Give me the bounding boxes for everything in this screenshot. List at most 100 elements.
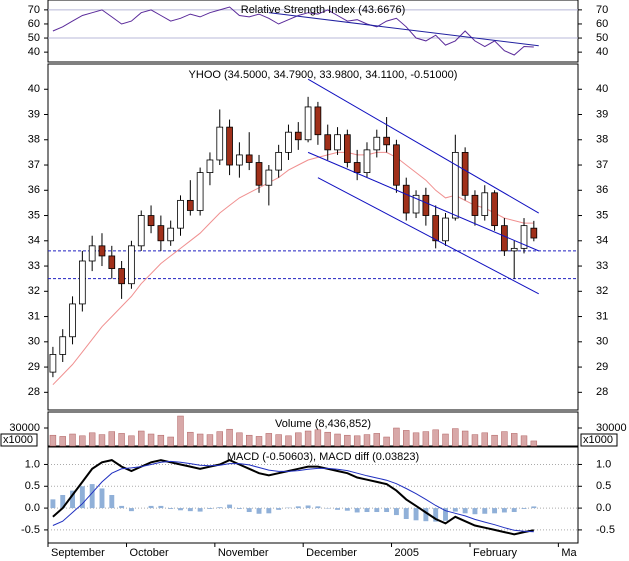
volume-bar [520, 435, 528, 447]
candle-body [304, 106, 312, 141]
y-tick-label-right: 30 [596, 336, 608, 348]
volume-bar [206, 434, 214, 447]
histogram-bar [256, 508, 262, 514]
y-tick-label-right: 50 [596, 32, 608, 44]
histogram-bar [158, 505, 164, 509]
series-line [52, 460, 534, 533]
histogram-bar [109, 495, 115, 509]
histogram-bar [315, 506, 321, 509]
histogram-bar [227, 504, 233, 509]
volume-bar [422, 431, 430, 447]
y-tick-label-right: 0.5 [596, 480, 611, 492]
volume-bar [501, 431, 508, 447]
histogram-bar [197, 508, 203, 512]
candle-body [432, 215, 440, 242]
candle-body [98, 245, 106, 257]
y-tick-label: 0.0 [25, 502, 40, 514]
histogram-bar [187, 508, 193, 512]
histogram-bar [60, 495, 66, 509]
candle-body [177, 199, 184, 229]
candle-body [383, 136, 390, 146]
histogram-bar [482, 508, 488, 514]
histogram-bar [70, 490, 75, 509]
histogram-bar [452, 508, 458, 512]
candle-body [294, 131, 302, 141]
histogram-bar [521, 508, 527, 509]
volume-bar [471, 434, 479, 447]
candle-body [334, 134, 341, 151]
volume-bar [530, 440, 538, 447]
candle-body [442, 217, 449, 242]
histogram-bar [433, 508, 439, 522]
candle-body [265, 169, 273, 186]
y-tick-label: 33 [28, 260, 40, 272]
series-line [52, 6, 534, 56]
volume-bar [511, 433, 518, 447]
volume-bar [69, 433, 76, 447]
volume-bar [246, 434, 253, 447]
candle-body [324, 134, 332, 151]
y-tick-label-right: -0.5 [596, 524, 615, 536]
trendline [317, 177, 539, 295]
candle-body [353, 162, 361, 173]
y-tick-label: 35 [28, 209, 40, 221]
candle-body [79, 260, 86, 305]
volume-bar [314, 429, 322, 447]
volume-bar [393, 427, 400, 447]
histogram-bar [178, 508, 183, 511]
histogram-bar [236, 508, 242, 509]
unit-label-right: x1000 [583, 434, 613, 446]
histogram-bar [403, 508, 409, 519]
histogram-bar [305, 505, 311, 509]
candle-body [226, 126, 233, 166]
histogram-bar [50, 499, 56, 509]
volume-bar [59, 436, 66, 447]
volume-bar [363, 434, 371, 447]
y-tick-label-right: 32 [596, 285, 608, 297]
y-tick-label: 60 [28, 18, 40, 30]
volume-bar [334, 433, 341, 447]
y-tick-label: 1.0 [25, 458, 40, 470]
x-tick-label: November [218, 547, 269, 559]
y-tick-label-right: 60 [596, 18, 608, 30]
panel-title: YHOO (34.5000, 34.7900, 33.9800, 34.1100… [189, 69, 458, 81]
volume-bar [304, 430, 312, 447]
x-tick-label: September [51, 547, 105, 559]
volume-bar [373, 433, 380, 447]
volume-bar [285, 435, 292, 447]
candle-body [344, 134, 351, 163]
histogram-bar [344, 508, 350, 511]
volume-bar [324, 431, 331, 447]
candle-body [451, 151, 459, 219]
y-tick-label-right: 36 [596, 184, 608, 196]
x-tick-label: December [306, 547, 357, 559]
panel-title: Relative Strength Index (43.6676) [241, 4, 406, 16]
candle-body [196, 172, 204, 211]
candle-body [255, 162, 263, 186]
panel [47, 63, 579, 411]
candle-body [275, 151, 282, 171]
y-tick-label: 39 [28, 108, 40, 120]
candle-body [137, 215, 145, 247]
volume-bar [481, 432, 488, 447]
volume-bar [147, 433, 155, 447]
histogram-bar [443, 508, 448, 521]
candle-body [108, 255, 116, 269]
panel-title: MACD (-0.50603), MACD diff (0.03823) [227, 451, 419, 463]
volume-bar [79, 435, 86, 447]
volume-bar [216, 431, 223, 447]
candle-body [510, 247, 518, 252]
volume-bar [491, 434, 498, 447]
histogram-bar [472, 508, 478, 515]
x-tick-label: Ma [561, 547, 577, 559]
candle-body [373, 136, 381, 151]
candle-body [285, 131, 292, 153]
histogram-bar [217, 507, 223, 509]
candle-body [491, 192, 498, 227]
right-clip [579, 545, 629, 561]
volume-bar [353, 435, 361, 447]
volume-bar [118, 433, 125, 447]
volume-bar [236, 432, 243, 447]
candle-body [128, 245, 135, 285]
